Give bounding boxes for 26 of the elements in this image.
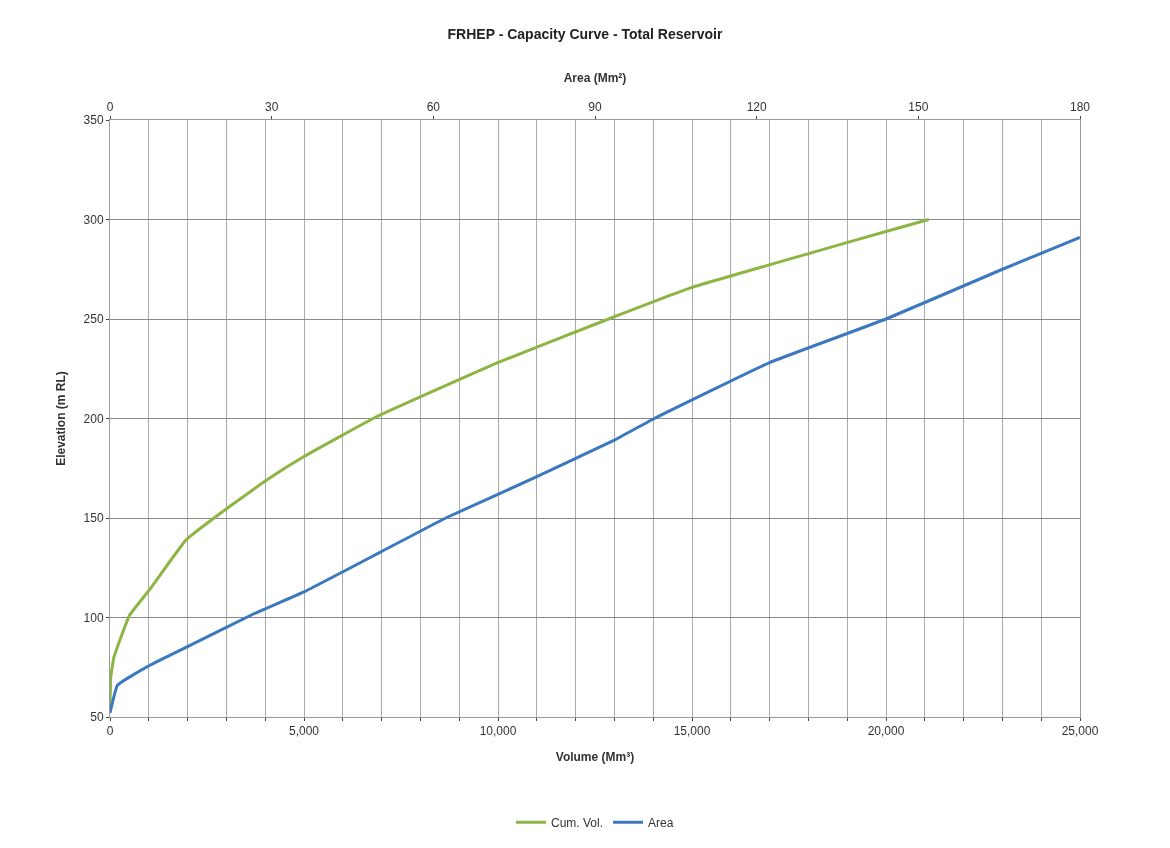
y-tick-label: 250 xyxy=(83,312,104,327)
y-tick-label: 300 xyxy=(83,212,104,227)
x-tick-label: 10,000 xyxy=(479,724,517,739)
y-tick-label: 200 xyxy=(83,411,104,426)
x-axis-title: Volume (Mm³) xyxy=(555,750,635,765)
y-tick-label: 150 xyxy=(83,511,104,526)
x2-tick-label: 90 xyxy=(588,100,602,115)
y-tick-label: 50 xyxy=(90,710,104,725)
x2-tick-label: 120 xyxy=(746,100,767,115)
x-tick-label: 20,000 xyxy=(867,724,905,739)
x-tick-label: 25,000 xyxy=(1061,724,1099,739)
x-tick-label: 5,000 xyxy=(288,724,320,739)
x-tick-label: 15,000 xyxy=(673,724,711,739)
x2-tick-label: 60 xyxy=(426,100,441,115)
legend-label: Cum. Vol. xyxy=(551,815,604,830)
x2-tick-label: 0 xyxy=(106,100,114,115)
y-axis-title: Elevation (m RL) xyxy=(53,371,68,466)
x2-axis-title: Area (Mm²) xyxy=(563,70,627,85)
x2-tick-label: 150 xyxy=(908,100,929,115)
y-tick-label: 350 xyxy=(83,113,104,128)
y-tick-label: 100 xyxy=(83,610,104,625)
x2-tick-label: 30 xyxy=(264,100,279,115)
x-tick-label: 0 xyxy=(106,724,114,739)
x2-tick-label: 180 xyxy=(1069,100,1091,115)
legend-label: Area xyxy=(648,815,674,830)
chart-title: FRHEP - Capacity Curve - Total Reservoir xyxy=(447,26,723,43)
